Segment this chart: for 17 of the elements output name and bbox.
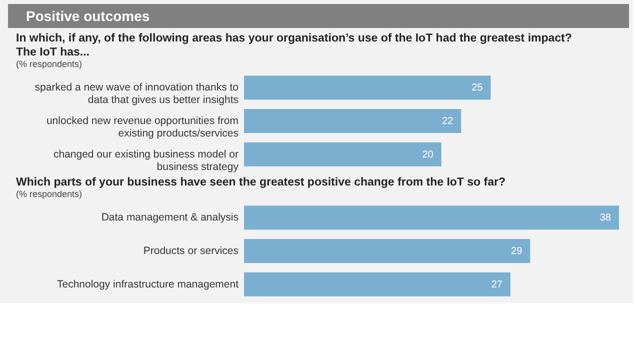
data-label: 22 [442, 116, 454, 127]
data-label: 20 [422, 149, 434, 160]
text: Positive outcomes [26, 8, 150, 24]
data-label: 29 [511, 246, 523, 257]
y-tick-label: changed our existing business model or business strategy [53, 148, 240, 173]
text: (% respondents) [16, 59, 82, 69]
y-tick-label: unlocked new revenue opportunities from existing products/services [46, 115, 239, 140]
text: (% respondents) [16, 189, 82, 199]
data-label: 27 [491, 279, 503, 290]
data-label: 25 [472, 82, 484, 94]
chart-subtitle: Which parts of your business have seen the greatest positive change from the IoT so far? [16, 176, 506, 188]
y-tick-label: sparked a new wave of innovation thanks to data that gives us better insights [34, 82, 239, 106]
y-tick-label: Products or services [143, 245, 238, 257]
data-label: 38 [600, 212, 612, 224]
y-tick-label: Data management & analysis [101, 212, 238, 224]
chart-subtitle: In which, if any, of the following areas has your organisation’s use of the IoT had the greatest impact? The IoT has... [16, 32, 572, 58]
y-tick-label: Technology infrastructure management [56, 278, 239, 290]
